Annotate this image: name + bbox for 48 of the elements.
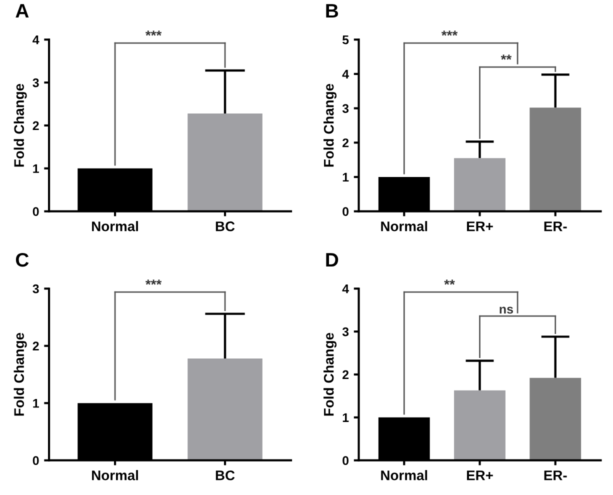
bar	[530, 378, 582, 460]
x-tick-label: ER+	[466, 222, 493, 232]
y-tick-label: 3	[32, 78, 39, 88]
y-tick-label: 3	[32, 284, 39, 294]
chart-title: A	[16, 4, 29, 18]
y-tick-label: 0	[342, 456, 349, 465]
bar	[454, 390, 506, 460]
y-tick-label: 1	[33, 164, 39, 173]
y-tick-label: 2	[342, 370, 349, 380]
y-axis-title: Fold Change	[324, 332, 337, 416]
y-tick-label: 1	[342, 172, 349, 182]
y-tick-label: 5	[342, 36, 349, 44]
y-tick-label: 2	[32, 342, 39, 350]
x-tick-label: Normal	[381, 221, 428, 232]
y-tick-label: 0	[32, 207, 39, 216]
chart-title: C	[16, 252, 29, 267]
x-tick-label: Normal	[92, 221, 138, 232]
annotation: **	[500, 54, 512, 60]
y-tick-label: 4	[342, 70, 349, 78]
x-tick-label: Normal	[92, 470, 138, 480]
chart-title: D	[326, 253, 338, 267]
y-tick-label: 1	[342, 413, 349, 422]
text: ***	[145, 30, 162, 36]
y-tick-label: 0	[32, 456, 39, 465]
annotation: ns	[500, 306, 513, 314]
y-axis-title: Fold Change	[14, 332, 27, 416]
x-tick-label: ER-	[544, 222, 567, 232]
text: **	[444, 280, 455, 285]
y-tick-label: 2	[342, 138, 349, 148]
y-axis-title: Fold Change	[14, 84, 27, 167]
text: ***	[441, 30, 458, 36]
y-tick-label: 3	[342, 327, 349, 336]
bar	[454, 158, 506, 212]
y-tick-label: 4	[32, 36, 40, 44]
x-tick-label: BC	[216, 470, 235, 480]
x-tick-label: BC	[216, 221, 235, 232]
y-tick-label: 0	[342, 207, 349, 216]
text: ***	[145, 280, 162, 285]
bar	[530, 108, 582, 212]
y-tick-label: 4	[342, 284, 349, 294]
y-tick-label: 3	[342, 104, 349, 113]
x-tick-label: ER+	[466, 470, 493, 480]
x-tick-label: ER-	[544, 470, 567, 480]
y-tick-label: 2	[32, 121, 39, 130]
chart-title: B	[326, 4, 338, 18]
x-tick-label: Normal	[381, 470, 428, 480]
y-tick-label: 1	[33, 399, 39, 408]
y-axis-title: Fold Change	[324, 84, 337, 167]
